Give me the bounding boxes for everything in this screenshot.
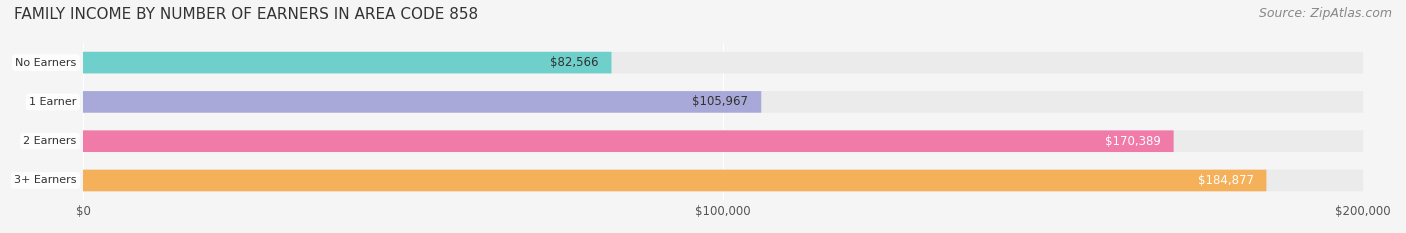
Text: $105,967: $105,967	[693, 95, 748, 108]
FancyBboxPatch shape	[83, 52, 612, 73]
FancyBboxPatch shape	[83, 170, 1364, 191]
FancyBboxPatch shape	[83, 130, 1174, 152]
Text: Source: ZipAtlas.com: Source: ZipAtlas.com	[1258, 7, 1392, 20]
Text: FAMILY INCOME BY NUMBER OF EARNERS IN AREA CODE 858: FAMILY INCOME BY NUMBER OF EARNERS IN AR…	[14, 7, 478, 22]
FancyBboxPatch shape	[83, 91, 761, 113]
Text: 2 Earners: 2 Earners	[24, 136, 76, 146]
FancyBboxPatch shape	[83, 91, 1364, 113]
Text: $184,877: $184,877	[1198, 174, 1254, 187]
FancyBboxPatch shape	[83, 170, 1267, 191]
Text: No Earners: No Earners	[15, 58, 76, 68]
Text: 3+ Earners: 3+ Earners	[14, 175, 76, 185]
Text: $170,389: $170,389	[1105, 135, 1161, 148]
FancyBboxPatch shape	[83, 130, 1364, 152]
Text: 1 Earner: 1 Earner	[30, 97, 76, 107]
FancyBboxPatch shape	[83, 52, 1364, 73]
Text: $82,566: $82,566	[550, 56, 599, 69]
